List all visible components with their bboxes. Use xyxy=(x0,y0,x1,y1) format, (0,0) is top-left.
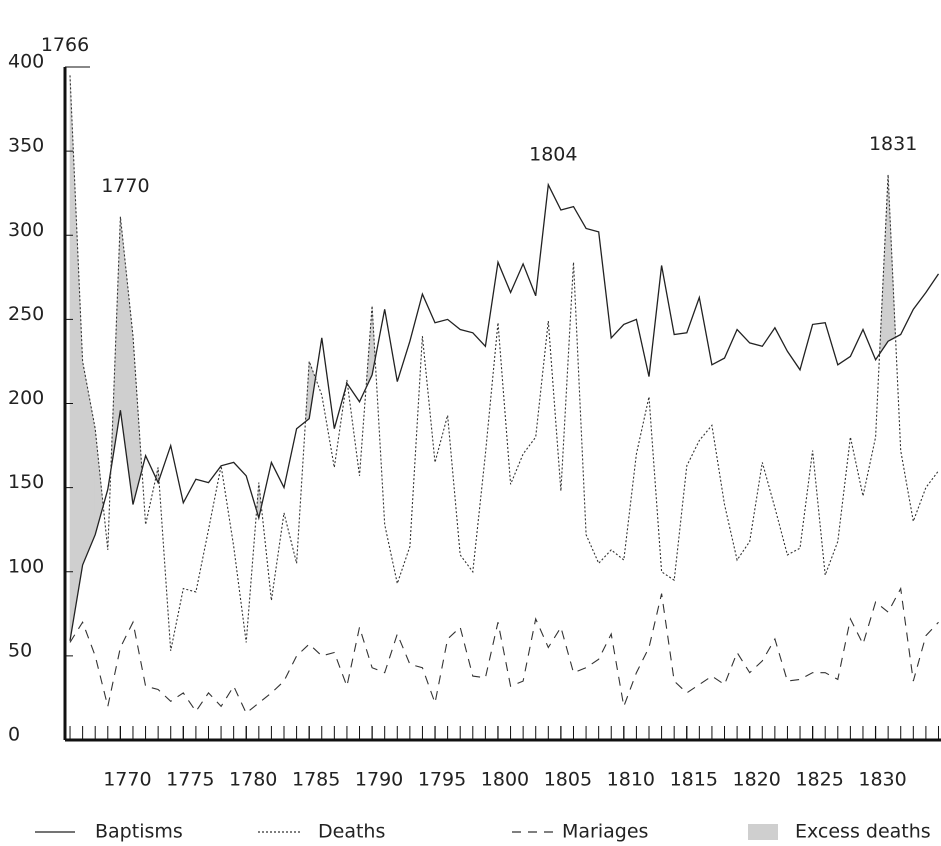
legend-label: Deaths xyxy=(318,821,385,843)
y-tick-label: 100 xyxy=(8,555,44,577)
annotation: 1770 xyxy=(101,175,149,197)
y-tick-label: 50 xyxy=(8,639,32,661)
y-tick-label: 150 xyxy=(8,471,44,493)
y-tick-label: 0 xyxy=(8,724,20,746)
y-tick-label: 350 xyxy=(8,135,44,157)
legend-label: Baptisms xyxy=(95,821,183,843)
legend: Baptisms Deaths Mariages Excess deaths xyxy=(35,821,931,843)
excess-area xyxy=(69,75,83,641)
plot xyxy=(69,75,940,714)
x-tick-label: 1795 xyxy=(418,769,466,791)
y-tick-label: 200 xyxy=(8,387,44,409)
x-tick-label: 1830 xyxy=(858,769,906,791)
x-tick-label: 1775 xyxy=(166,769,214,791)
series-line xyxy=(69,75,939,651)
legend-label: Excess deaths xyxy=(795,821,931,843)
x-tick-label: 1800 xyxy=(481,769,529,791)
x-tick-label: 1825 xyxy=(795,769,843,791)
excess-area xyxy=(132,336,143,505)
x-tick-label: 1790 xyxy=(355,769,403,791)
x-tick-label: 1820 xyxy=(733,769,781,791)
excess-area xyxy=(110,216,121,471)
y-tick-label: 300 xyxy=(8,219,44,241)
x-tick-label: 1780 xyxy=(229,769,277,791)
excess-area xyxy=(82,361,96,566)
annotation: 1766 xyxy=(41,34,89,56)
x-tick-label: 1815 xyxy=(670,769,718,791)
series-line xyxy=(69,586,939,714)
legend-label: Mariages xyxy=(562,821,648,843)
annotation: 1804 xyxy=(529,143,577,165)
x-tick-label: 1805 xyxy=(544,769,592,791)
x-tick-label: 1785 xyxy=(292,769,340,791)
x-tick-label: 1770 xyxy=(103,769,151,791)
series-line xyxy=(69,182,940,641)
y-tick-label: 400 xyxy=(8,51,44,73)
x-tick-label: 1810 xyxy=(607,769,655,791)
y-tick-label: 250 xyxy=(8,303,44,325)
legend-swatch xyxy=(748,824,778,840)
annotation: 1831 xyxy=(869,133,917,155)
